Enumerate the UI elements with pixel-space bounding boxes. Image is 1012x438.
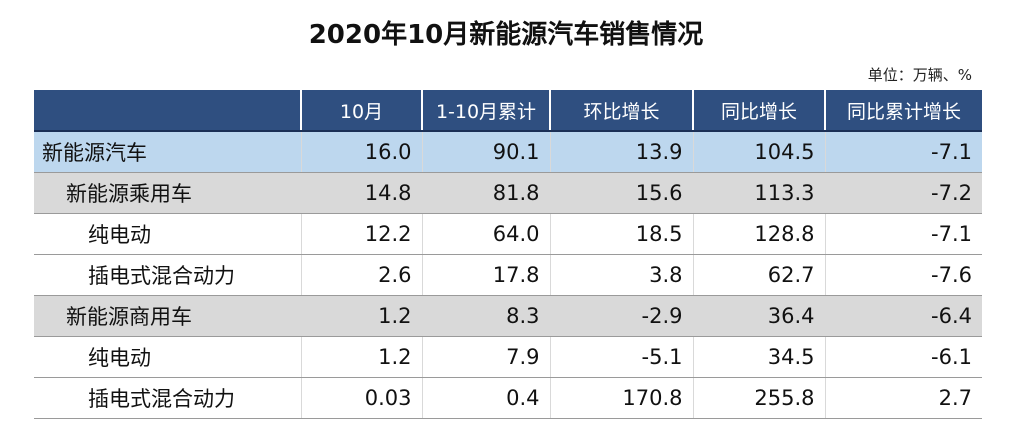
cell-cumulative: 8.3 [421, 295, 550, 337]
table-row: 插电式混合动力 0.03 0.4 170.8 255.8 2.7 [34, 377, 982, 419]
unit-note: 单位：万辆、% [867, 66, 972, 84]
table-row: 纯电动 1.2 7.9 -5.1 34.5 -6.1 [34, 336, 982, 378]
cell-mom-growth: 15.6 [549, 172, 693, 214]
row-label: 插电式混合动力 [34, 377, 301, 419]
cell-yoy-cumulative-growth: -7.2 [824, 172, 982, 214]
row-label: 纯电动 [34, 213, 301, 255]
header-cell-yoy-growth: 同比增长 [692, 90, 825, 132]
cell-yoy-growth: 128.8 [692, 213, 825, 255]
table-row: 纯电动 12.2 64.0 18.5 128.8 -7.1 [34, 213, 982, 255]
row-label: 新能源乘用车 [34, 172, 301, 214]
cell-cumulative: 0.4 [421, 377, 550, 419]
header-row: 10月 1-10月累计 环比增长 同比增长 同比累计增长 [34, 90, 982, 132]
cell-october: 14.8 [300, 172, 422, 214]
cell-october: 12.2 [300, 213, 422, 255]
cell-yoy-growth: 255.8 [692, 377, 825, 419]
cell-mom-growth: -2.9 [549, 295, 693, 337]
cell-october: 16.0 [300, 131, 422, 173]
cell-october: 0.03 [300, 377, 422, 419]
cell-october: 1.2 [300, 336, 422, 378]
cell-yoy-growth: 62.7 [692, 254, 825, 296]
cell-mom-growth: -5.1 [549, 336, 693, 378]
cell-yoy-growth: 36.4 [692, 295, 825, 337]
table-row: 新能源汽车 16.0 90.1 13.9 104.5 -7.1 [34, 131, 982, 173]
cell-yoy-growth: 113.3 [692, 172, 825, 214]
sales-table: 10月 1-10月累计 环比增长 同比增长 同比累计增长 新能源汽车 16.0 … [34, 90, 982, 419]
cell-yoy-cumulative-growth: -7.1 [824, 131, 982, 173]
cell-mom-growth: 3.8 [549, 254, 693, 296]
header-cell-cumulative: 1-10月累计 [421, 90, 550, 132]
table-row: 新能源商用车 1.2 8.3 -2.9 36.4 -6.4 [34, 295, 982, 337]
cell-mom-growth: 18.5 [549, 213, 693, 255]
cell-yoy-cumulative-growth: -6.4 [824, 295, 982, 337]
cell-cumulative: 17.8 [421, 254, 550, 296]
header-cell-category [34, 90, 301, 132]
cell-yoy-cumulative-growth: -7.1 [824, 213, 982, 255]
cell-yoy-cumulative-growth: -6.1 [824, 336, 982, 378]
cell-yoy-cumulative-growth: -7.6 [824, 254, 982, 296]
cell-yoy-cumulative-growth: 2.7 [824, 377, 982, 419]
cell-mom-growth: 13.9 [549, 131, 693, 173]
cell-mom-growth: 170.8 [549, 377, 693, 419]
cell-october: 1.2 [300, 295, 422, 337]
header-cell-mom-growth: 环比增长 [549, 90, 693, 132]
cell-yoy-growth: 104.5 [692, 131, 825, 173]
cell-cumulative: 64.0 [421, 213, 550, 255]
row-label: 新能源商用车 [34, 295, 301, 337]
cell-yoy-growth: 34.5 [692, 336, 825, 378]
cell-cumulative: 81.8 [421, 172, 550, 214]
header-cell-yoy-cumulative-growth: 同比累计增长 [824, 90, 982, 132]
row-label: 新能源汽车 [34, 131, 301, 173]
cell-cumulative: 90.1 [421, 131, 550, 173]
table-row: 新能源乘用车 14.8 81.8 15.6 113.3 -7.2 [34, 172, 982, 214]
cell-october: 2.6 [300, 254, 422, 296]
table-row: 插电式混合动力 2.6 17.8 3.8 62.7 -7.6 [34, 254, 982, 296]
cell-cumulative: 7.9 [421, 336, 550, 378]
row-label: 纯电动 [34, 336, 301, 378]
row-label: 插电式混合动力 [34, 254, 301, 296]
page-title: 2020年10月新能源汽车销售情况 [308, 20, 704, 50]
header-cell-october: 10月 [300, 90, 422, 132]
